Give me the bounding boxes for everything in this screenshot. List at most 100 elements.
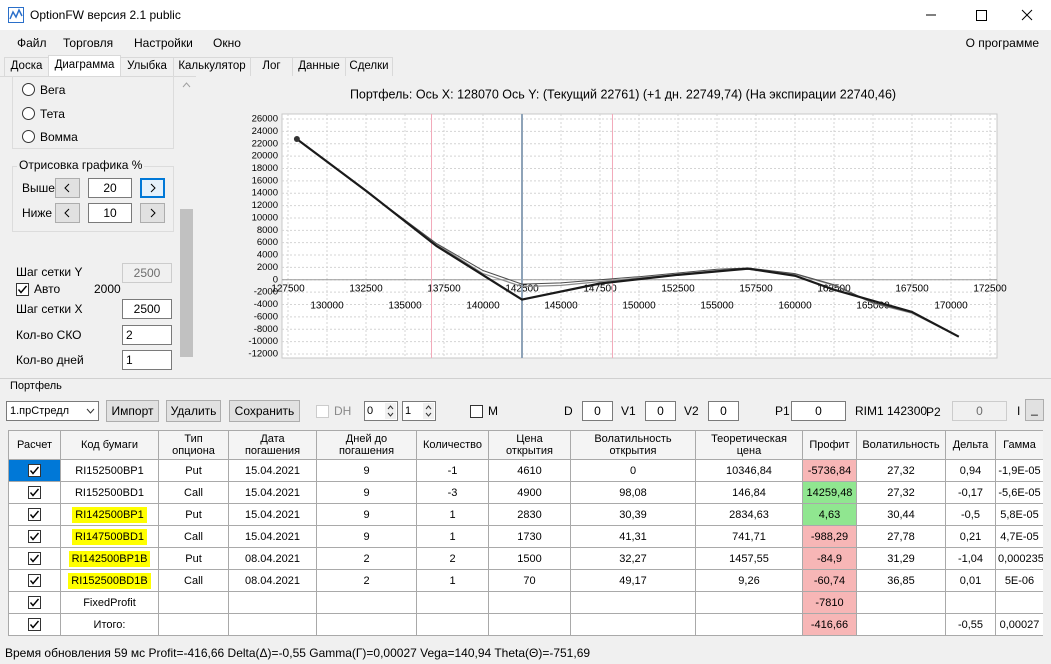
header-row: Расчет Код бумаги Тип опциона Дата погашени… xyxy=(8,430,1043,460)
y-tick-label: 6000 xyxy=(257,237,278,248)
row-checkbox[interactable] xyxy=(28,530,41,543)
calc-cell xyxy=(8,459,61,482)
row-checkbox[interactable] xyxy=(28,508,41,521)
table-cell: -60,74 xyxy=(802,569,857,592)
x-tick-label: 145000 xyxy=(544,300,578,311)
spin2[interactable]: 1 xyxy=(402,401,436,421)
table-cell: 27,78 xyxy=(856,525,946,548)
table-cell: 2 xyxy=(416,547,489,570)
table-cell: Call xyxy=(158,525,229,548)
tab[interactable]: Сделки xyxy=(345,57,393,76)
row-checkbox[interactable] xyxy=(28,618,41,631)
row-checkbox[interactable] xyxy=(28,596,41,609)
radio-button[interactable] xyxy=(22,106,35,120)
menu-item[interactable]: Файл xyxy=(17,36,47,50)
table-container: Расчет Код бумаги Тип опциона Дата погашени… xyxy=(8,430,1043,636)
table-cell: -5,6E-05 xyxy=(995,481,1043,504)
table-cell: 1457,55 xyxy=(695,547,803,570)
p1-input[interactable]: 0 xyxy=(791,401,846,421)
tab[interactable]: Диаграмма xyxy=(48,55,121,76)
row-checkbox[interactable] xyxy=(28,574,41,587)
v2-input[interactable]: 0 xyxy=(708,401,739,421)
column-header: Дата погашения xyxy=(228,430,317,460)
y-tick-label: 16000 xyxy=(252,175,278,186)
table-cell: -1,9E-05 xyxy=(995,459,1043,482)
scrollbar[interactable] xyxy=(178,77,195,377)
row-checkbox[interactable] xyxy=(28,464,41,477)
menu-item[interactable]: Настройки xyxy=(134,36,193,50)
table-cell xyxy=(570,591,696,614)
x-tick-label: 135000 xyxy=(388,300,422,311)
table-cell xyxy=(158,613,229,636)
tab[interactable]: Доска xyxy=(4,57,49,76)
table-cell: RI152500BD1 xyxy=(60,481,159,504)
x-tick-label: 157500 xyxy=(739,283,773,294)
tab[interactable]: Улыбка xyxy=(120,57,174,76)
column-header: Волатильность открытия xyxy=(570,430,696,460)
column-header: Цена открытия xyxy=(488,430,571,460)
table-cell xyxy=(158,591,229,614)
menu-item[interactable]: Торговля xyxy=(63,36,114,50)
table-cell: Put xyxy=(158,503,229,526)
days-input[interactable]: 1 xyxy=(122,350,172,370)
v1-input[interactable]: 0 xyxy=(645,401,676,421)
p1-label: P1 xyxy=(775,404,790,418)
table-cell: 98,08 xyxy=(570,481,696,504)
column-header: Профит xyxy=(802,430,857,460)
sko-input[interactable]: 2 xyxy=(122,325,172,345)
y-tick-label: 20000 xyxy=(252,151,278,162)
tab[interactable]: Лог xyxy=(250,57,293,76)
table-row: RI152500BD1 Call 15.04.2021 9 -3 4900 98,08 146… xyxy=(8,481,1043,504)
auto-checkbox[interactable] xyxy=(16,283,29,296)
separator xyxy=(0,378,1051,379)
menu-item[interactable]: О программе xyxy=(965,36,1039,50)
tab[interactable]: Калькулятор xyxy=(173,57,251,76)
table-cell: Put xyxy=(158,547,229,570)
tab-strip: Доска Диаграмма Улыбка Калькулятор Лог Данные… xyxy=(0,55,1051,76)
above-dec-button[interactable] xyxy=(55,178,80,198)
below-dec-button[interactable] xyxy=(55,203,80,223)
window-controls[interactable] xyxy=(912,0,1051,30)
y-tick-label: 26000 xyxy=(252,114,278,125)
menu-item[interactable]: Окно xyxy=(213,36,241,50)
portfolio-select[interactable]: 1.прСтредл xyxy=(6,401,99,421)
y-tick-label: 8000 xyxy=(257,225,278,236)
table-cell: RI152500BP1 xyxy=(60,459,159,482)
y-tick-label: -4000 xyxy=(254,299,278,310)
d-input[interactable]: 0 xyxy=(582,401,613,421)
row-checkbox[interactable] xyxy=(28,552,41,565)
portfolio-title: Портфель xyxy=(10,380,62,392)
toolbar-button[interactable]: Импорт xyxy=(106,400,159,422)
m-checkbox[interactable] xyxy=(470,405,483,418)
row-checkbox[interactable] xyxy=(28,486,41,499)
table-cell xyxy=(316,613,417,636)
x-tick-label: 152500 xyxy=(661,283,695,294)
spin1[interactable]: 0 xyxy=(364,401,398,421)
series-line xyxy=(296,138,960,338)
tab[interactable]: Данные xyxy=(292,57,346,76)
table-row: RI152500BD1B Call 08.04.2021 2 1 70 49,17 9,26-… xyxy=(8,569,1043,592)
above-inc-button[interactable] xyxy=(140,178,165,198)
below-input[interactable]: 10 xyxy=(88,203,132,223)
radio-button[interactable] xyxy=(22,83,35,96)
column-header: Волатильность xyxy=(856,430,946,460)
grid-x-input[interactable]: 2500 xyxy=(122,299,172,319)
calc-cell xyxy=(8,525,61,548)
calc-cell xyxy=(8,613,61,636)
code-text: RI152500BD1B xyxy=(68,572,151,589)
toolbar-button[interactable]: Удалить xyxy=(166,400,221,422)
table-cell: 27,32 xyxy=(856,481,946,504)
calc-cell xyxy=(8,591,61,614)
auto-label: Авто xyxy=(34,282,61,296)
calc-cell xyxy=(8,569,61,592)
window-title: OptionFW версия 2.1 public xyxy=(30,8,181,22)
above-input[interactable]: 20 xyxy=(88,178,132,198)
chart-title: Портфель: Ось X: 128070 Ось Y: (Текущий … xyxy=(350,87,896,101)
table-cell: 30,39 xyxy=(570,503,696,526)
series-line xyxy=(296,138,960,338)
below-inc-button[interactable] xyxy=(140,203,165,223)
toolbar-button[interactable]: Сохранить xyxy=(229,400,300,422)
x-tick-label: 172500 xyxy=(973,283,1007,294)
minimize-button[interactable]: _ xyxy=(1025,399,1044,421)
radio-button[interactable] xyxy=(22,130,35,143)
